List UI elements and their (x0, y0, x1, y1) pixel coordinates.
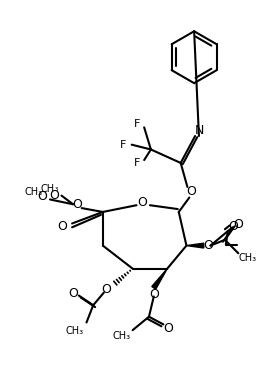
Polygon shape (152, 269, 167, 289)
Text: O: O (186, 185, 196, 198)
Text: CH₃: CH₃ (239, 253, 256, 263)
Polygon shape (186, 243, 204, 248)
Text: O: O (68, 287, 78, 300)
Text: F: F (134, 158, 141, 168)
Text: CH₃: CH₃ (25, 187, 43, 197)
Text: O: O (49, 189, 59, 202)
Text: N: N (195, 124, 205, 137)
Text: O: O (101, 283, 111, 296)
Text: F: F (120, 140, 126, 150)
Text: O: O (72, 198, 82, 211)
Text: O: O (58, 220, 67, 233)
Text: O: O (204, 239, 214, 252)
Text: CH₃: CH₃ (112, 331, 130, 341)
Text: O: O (37, 190, 47, 203)
Text: O: O (229, 220, 239, 233)
Text: F: F (134, 119, 141, 129)
Text: O: O (163, 322, 173, 335)
Text: CH: CH (40, 184, 55, 194)
Text: CH₃: CH₃ (66, 326, 84, 336)
Text: O: O (137, 196, 147, 209)
Text: ₃: ₃ (55, 185, 58, 193)
Text: O: O (149, 288, 159, 301)
Text: O: O (233, 218, 243, 231)
